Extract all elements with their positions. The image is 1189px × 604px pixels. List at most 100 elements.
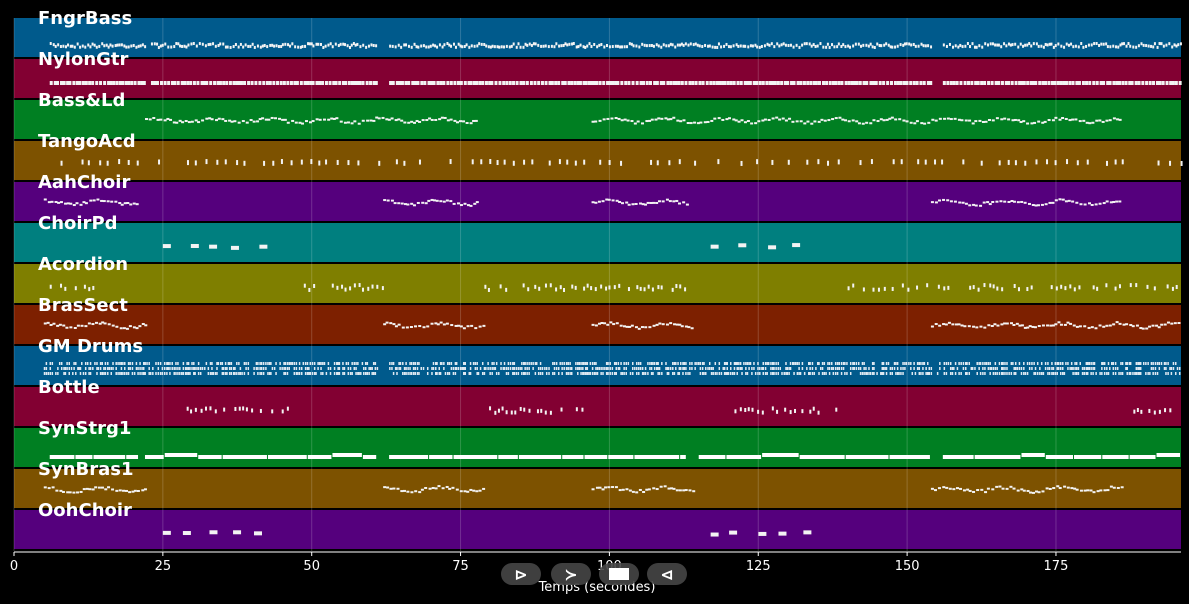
note [207, 367, 210, 370]
note [1129, 44, 1132, 48]
note [507, 362, 510, 365]
note [166, 372, 168, 375]
note [990, 81, 994, 85]
note [1024, 160, 1027, 166]
note [57, 372, 59, 375]
note [236, 372, 238, 375]
note [561, 362, 563, 365]
note [1085, 121, 1089, 124]
note [369, 81, 373, 85]
note [414, 372, 417, 375]
note [1132, 45, 1135, 49]
note [457, 324, 461, 327]
note [420, 367, 422, 370]
note [175, 42, 178, 46]
note [1075, 372, 1078, 375]
note [400, 202, 404, 205]
note [222, 372, 225, 375]
note [82, 372, 85, 375]
note [575, 407, 578, 412]
note [503, 367, 506, 370]
note [761, 81, 765, 85]
note [101, 372, 104, 375]
forward-button[interactable]: ≻ [551, 563, 591, 585]
note [118, 159, 121, 165]
note [200, 408, 203, 413]
note [547, 45, 550, 49]
note [412, 367, 415, 370]
note [1057, 42, 1060, 46]
note [863, 362, 865, 365]
note [630, 42, 633, 46]
stop-button[interactable] [599, 563, 639, 585]
note [426, 367, 429, 370]
note [583, 159, 586, 165]
note [431, 372, 433, 375]
note [981, 45, 984, 49]
note [757, 367, 759, 370]
note [488, 81, 492, 85]
note [393, 202, 397, 205]
note [216, 367, 218, 370]
note [187, 121, 191, 124]
note [453, 455, 498, 459]
note [1174, 362, 1177, 365]
note [1054, 160, 1057, 166]
note [224, 45, 227, 49]
note [555, 42, 558, 46]
note [205, 117, 209, 120]
note [1018, 362, 1021, 365]
note [333, 362, 336, 365]
note [923, 122, 927, 125]
note [115, 325, 119, 328]
note [273, 367, 276, 370]
note [799, 81, 803, 85]
note [802, 81, 806, 85]
play-button[interactable]: ⊳ [501, 563, 541, 585]
note [751, 44, 754, 48]
note [1107, 362, 1110, 365]
note [320, 362, 322, 365]
note [739, 362, 742, 365]
note [798, 372, 800, 375]
note [1114, 362, 1117, 365]
note [966, 362, 968, 365]
note [87, 43, 90, 47]
note [548, 372, 550, 375]
note [338, 372, 341, 375]
note [407, 121, 411, 124]
note [207, 372, 210, 375]
note [243, 160, 246, 166]
note [756, 45, 759, 49]
note [1125, 44, 1128, 48]
note [352, 42, 355, 46]
note [1026, 43, 1029, 47]
note [1118, 118, 1122, 121]
note [707, 367, 709, 370]
note [959, 487, 963, 490]
note [289, 44, 292, 48]
note [918, 362, 921, 365]
note [1160, 323, 1164, 326]
note [738, 243, 747, 248]
rewind-button[interactable]: ⊲ [647, 563, 687, 585]
note [432, 81, 436, 85]
note [1029, 491, 1033, 494]
note [1105, 160, 1108, 166]
note [166, 117, 170, 120]
note [869, 81, 873, 85]
note [1048, 487, 1052, 490]
note [571, 42, 574, 46]
note [478, 489, 482, 492]
note [144, 455, 164, 459]
note [571, 284, 574, 289]
note [271, 367, 274, 370]
note [692, 43, 695, 47]
note [582, 45, 585, 49]
note [781, 372, 783, 375]
note [1145, 362, 1147, 365]
note [859, 44, 862, 48]
note [194, 119, 198, 122]
note [298, 372, 301, 375]
note [662, 81, 666, 85]
